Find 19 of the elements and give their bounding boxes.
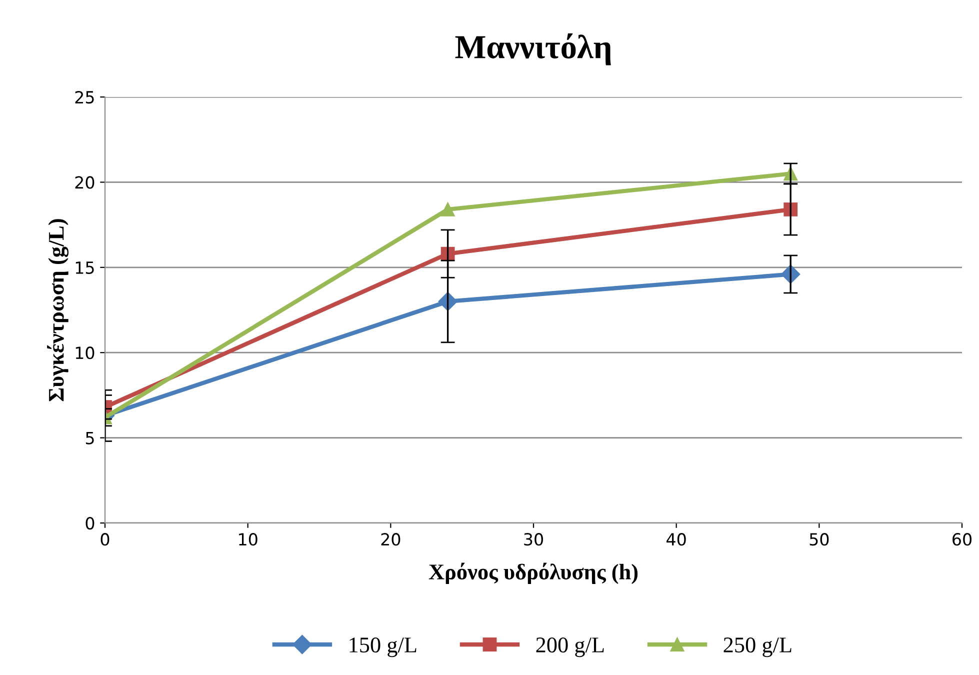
y-tick-label: 15: [76, 262, 94, 274]
chart-title: Μαννιτόλη: [455, 33, 611, 66]
x-tick-label: 0: [100, 533, 110, 546]
x-tick-label: 60: [952, 533, 972, 546]
legend-label: 150 g/L: [350, 638, 416, 658]
y-tick-label: 0: [86, 516, 94, 530]
y-tick-label: 5: [86, 432, 94, 444]
y-tick-label: 10: [76, 346, 94, 360]
legend-label: 250 g/L: [724, 638, 792, 658]
x-tick-label: 30: [524, 533, 543, 546]
y-axis-title: Συγκέντρωση (g/L): [47, 219, 69, 402]
y-tick-label: 20: [75, 176, 94, 189]
x-tick-label: 20: [381, 533, 400, 546]
x-axis-title: Χρόνος υδρόλυσης (h): [428, 562, 638, 584]
x-tick-label: 10: [239, 533, 258, 546]
legend-label: 200 g/L: [536, 638, 604, 658]
y-tick-label: 25: [75, 90, 94, 104]
x-tick-label: 50: [810, 533, 829, 546]
x-tick-label: 40: [666, 533, 686, 546]
